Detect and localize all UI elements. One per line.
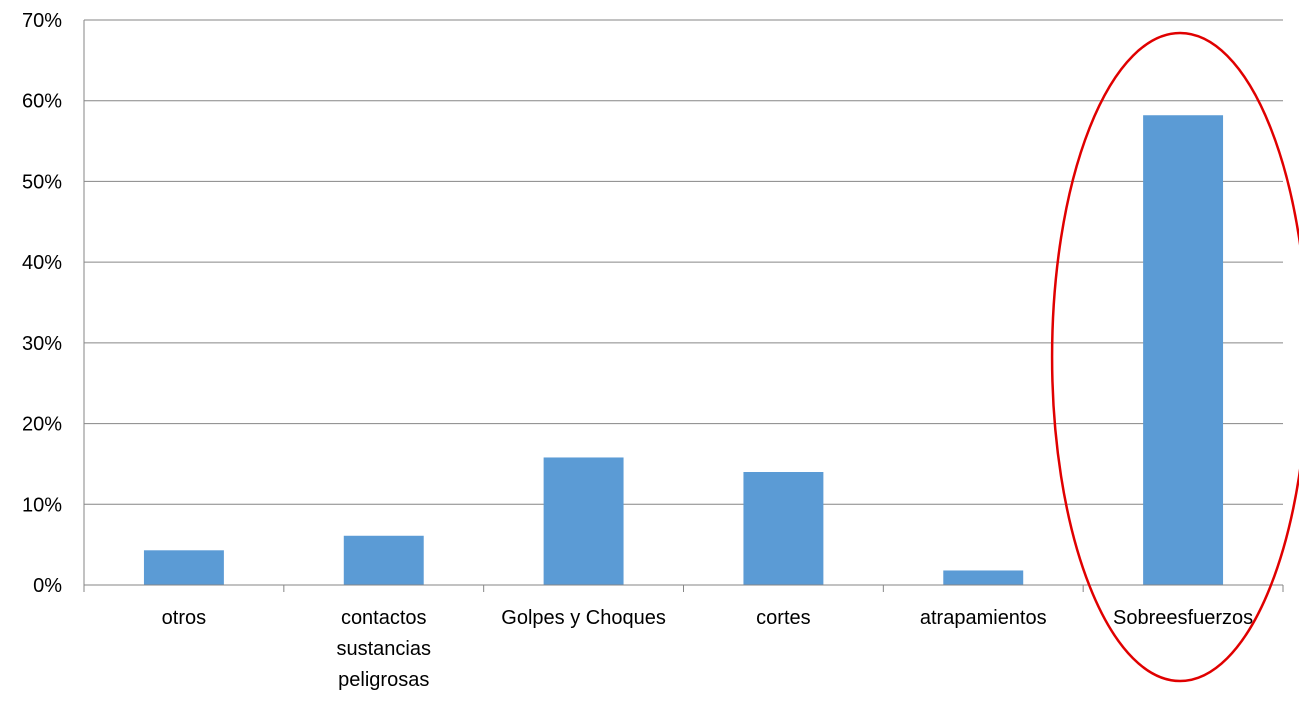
y-tick-label: 40% <box>22 252 62 274</box>
highlight-ellipse <box>1050 31 1299 683</box>
x-category-label-line: atrapamientos <box>920 607 1047 629</box>
bar <box>543 457 624 585</box>
y-tick-label: 50% <box>22 171 62 193</box>
bar <box>943 570 1024 585</box>
bar <box>743 472 824 585</box>
bars <box>143 115 1224 585</box>
x-category-label-line: otros <box>162 607 206 629</box>
x-category-label-line: peligrosas <box>338 669 429 691</box>
x-category-label: Sobreesfuerzos <box>1113 607 1253 629</box>
gridlines <box>84 19 1283 505</box>
y-tick-label: 60% <box>22 91 62 113</box>
x-category-label: otros <box>162 607 206 629</box>
y-tick-label: 20% <box>22 414 62 436</box>
highlight-annotation <box>1050 31 1299 683</box>
y-tick-label: 30% <box>22 333 62 355</box>
bar <box>343 535 424 585</box>
y-tick-label: 0% <box>33 575 62 597</box>
x-category-label: Golpes y Choques <box>501 607 666 629</box>
bar <box>1143 115 1224 585</box>
x-category-label-line: cortes <box>756 607 810 629</box>
x-category-label-line: Sobreesfuerzos <box>1113 607 1253 629</box>
y-tick-label: 10% <box>22 494 62 516</box>
x-category-label: cortes <box>756 607 810 629</box>
bar <box>143 550 224 585</box>
x-category-label-line: contactos <box>341 607 427 629</box>
x-axis: otros contactos sustancias peligrosas Golpes… <box>83 584 1284 691</box>
y-tick-label: 70% <box>22 10 62 32</box>
x-category-label: atrapamientos <box>920 607 1047 629</box>
x-category-label: contactos sustancias peligrosas <box>337 607 432 691</box>
x-category-label-line: Golpes y Choques <box>501 607 666 629</box>
x-category-label-line: sustancias <box>337 638 432 660</box>
y-axis: 0% 10% 20% 30% 40% 50% 60% 70% <box>22 10 85 597</box>
